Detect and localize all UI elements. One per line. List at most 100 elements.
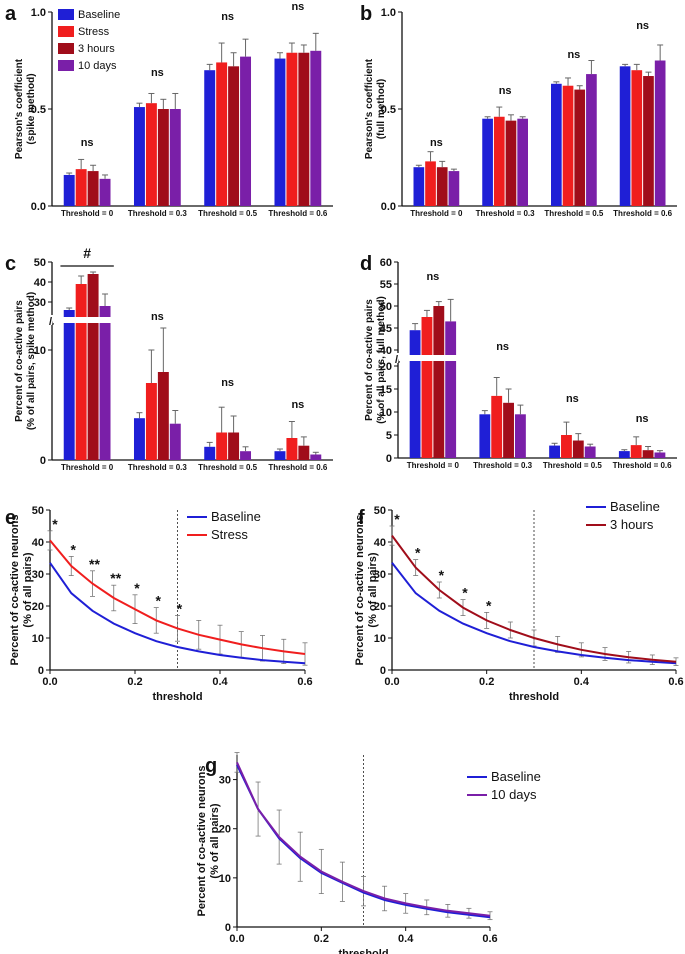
bar-c-stress-4 — [286, 438, 298, 460]
panel-b-annotation: ns — [567, 49, 580, 61]
bar-c-10-days-2 — [169, 423, 181, 460]
panel-g-ytick-label: 10 — [219, 873, 231, 885]
panel-g-ylabel: (% of all pairs) — [209, 803, 221, 879]
panel-d-break-gap — [399, 355, 678, 361]
panel-b-annotation: ns — [499, 85, 512, 97]
bar-d-stress-3 — [561, 435, 572, 458]
panel-g-xtick-label: 0.6 — [482, 933, 497, 945]
panel-e-ytick-label: 10 — [32, 633, 44, 645]
panel-a-letter: a — [5, 3, 17, 25]
line-f-3-hours — [391, 535, 677, 663]
panel-d-ytick-label: 55 — [380, 279, 392, 291]
panel-d-ytick-label: 20 — [380, 361, 392, 373]
panel-c-ytick-label: 10 — [34, 345, 46, 357]
bar-c-baseline-1 — [63, 310, 75, 460]
panel-a-category-label: Threshold = 0.3 — [128, 209, 187, 218]
bar-b-3-hours-1 — [436, 167, 448, 206]
panel-a-annotation: ns — [291, 1, 304, 13]
panel-g-xtick-label: 0.2 — [314, 933, 329, 945]
legend-g-label: 10 days — [491, 787, 537, 802]
bar-a-stress-4 — [286, 52, 298, 206]
bar-a-baseline-2 — [133, 107, 145, 206]
panel-e-ytick-label: 40 — [32, 537, 44, 549]
bar-d-10-days-4 — [654, 452, 666, 458]
panel-a-annotation: ns — [221, 11, 234, 23]
panel-d-category-label: Threshold = 0 — [407, 461, 460, 470]
panel-d-ytick-label: 5 — [386, 430, 392, 442]
bar-c-10-days-1 — [99, 306, 111, 460]
bar-b-baseline-1 — [413, 167, 425, 206]
panel-c-ytick-label: 50 — [34, 257, 46, 269]
bar-b-baseline-3 — [551, 83, 562, 206]
bar-c-baseline-3 — [204, 446, 216, 460]
legend-a-swatch-stress — [58, 26, 74, 37]
panel-c-category-label: Threshold = 0.6 — [268, 463, 327, 472]
panel-d-ytick-label: 15 — [380, 384, 392, 396]
panel-f-ytick-label: 0 — [380, 665, 386, 677]
bar-d-10-days-3 — [584, 446, 596, 458]
panel-e-ytick-label: 50 — [32, 505, 44, 517]
panel-e-significance-star: * — [71, 541, 77, 557]
bar-c-3-hours-4 — [298, 445, 310, 460]
panel-e-xtick-label: 0.2 — [127, 676, 142, 688]
panel-d-annotation: ns — [426, 271, 439, 283]
panel-c-ylabel: (% of all pairs, spike method) — [26, 292, 37, 430]
panel-f-ytick-label: 50 — [374, 505, 386, 517]
line-g-baseline — [236, 764, 491, 919]
panel-b-category-label: Threshold = 0.6 — [613, 209, 672, 218]
panel-e-ytick-label: 30 — [32, 569, 44, 581]
panel-a-annotation: ns — [151, 67, 164, 79]
panel-g-ytick-label: 0 — [225, 922, 231, 934]
bar-d-10-days-2 — [514, 414, 526, 458]
panel-e-xlabel: threshold — [152, 691, 202, 703]
bar-a-10-days-4 — [310, 50, 322, 206]
panel-g-xtick-label: 0.0 — [229, 933, 244, 945]
panel-g-letter: g — [205, 755, 217, 777]
bar-b-stress-4 — [631, 70, 643, 206]
panel-b-ytick-label: 0.0 — [381, 201, 396, 213]
legend-e-label: Baseline — [211, 509, 261, 524]
panel-f-significance-star: * — [486, 597, 492, 613]
legend-a-label: 10 days — [78, 60, 117, 72]
line-e-baseline — [49, 562, 306, 665]
bar-b-stress-2 — [493, 116, 505, 206]
panel-d-category-label: Threshold = 0.3 — [473, 461, 532, 470]
legend-a-swatch-3-hours — [58, 43, 74, 54]
panel-c-axis-gap — [46, 315, 58, 325]
panel-e-significance-star: * — [177, 601, 183, 617]
panel-f-xtick-label: 0.6 — [668, 676, 683, 688]
panel-b-category-label: Threshold = 0.3 — [476, 209, 535, 218]
bar-b-10-days-1 — [448, 171, 460, 206]
panel-d-letter: d — [360, 253, 372, 275]
panel-f-xlabel: threshold — [509, 691, 559, 703]
panel-g-xlabel: threshold — [338, 948, 388, 954]
panel-c-letter: c — [5, 253, 16, 275]
bar-c-3-hours-2 — [157, 372, 169, 460]
panel-c-annotation: ns — [221, 377, 234, 389]
panel-e-xtick-label: 0.6 — [297, 676, 312, 688]
panel-e-significance-star: * — [134, 580, 140, 596]
panel-d-ytick-label: 40 — [380, 345, 392, 357]
bar-c-stress-3 — [216, 432, 228, 460]
panel-c-category-label: Threshold = 0.3 — [128, 463, 187, 472]
legend-a-swatch-10-days — [58, 60, 74, 71]
line-g-10-days — [236, 761, 491, 917]
bar-c-3-hours-3 — [228, 432, 240, 460]
bar-a-baseline-4 — [274, 58, 286, 207]
panel-d-annotation: ns — [496, 341, 509, 353]
panel-e-significance-star: ** — [89, 556, 100, 572]
bar-d-3-hours-2 — [503, 402, 514, 458]
bar-b-baseline-4 — [619, 66, 631, 206]
panel-a-ytick-label: 0.5 — [31, 104, 46, 116]
panel-f-xtick-label: 0.0 — [384, 676, 399, 688]
panel-d-ytick-label: 0 — [386, 453, 392, 465]
bar-d-3-hours-1 — [433, 306, 445, 458]
bar-d-baseline-2 — [479, 414, 491, 458]
bar-c-10-days-3 — [240, 451, 252, 460]
bar-a-10-days-1 — [99, 178, 111, 206]
panel-f-ytick-label: 30 — [374, 569, 386, 581]
panel-f-ytick-label: 40 — [374, 537, 386, 549]
bar-a-stress-3 — [216, 62, 228, 206]
panel-f-significance-star: * — [462, 585, 468, 601]
panel-b-ylabel: Pearson's coefficient — [364, 58, 375, 159]
